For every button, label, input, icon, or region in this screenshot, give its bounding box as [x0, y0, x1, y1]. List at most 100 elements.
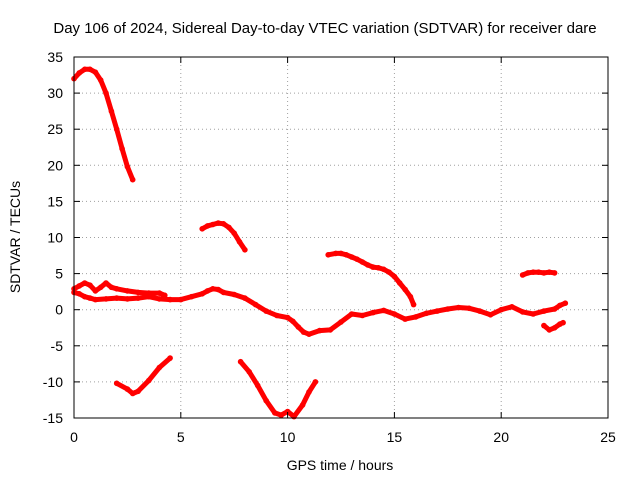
- data-point: [295, 324, 302, 330]
- data-point: [498, 306, 505, 313]
- data-point: [220, 289, 227, 296]
- x-axis-label: GPS time / hours: [287, 457, 394, 473]
- data-point: [290, 318, 296, 325]
- data-point: [316, 327, 323, 334]
- data-point: [263, 308, 270, 314]
- data-point: [551, 306, 558, 312]
- data-point: [92, 288, 99, 294]
- data-point: [530, 311, 536, 317]
- y-tick-label: 5: [55, 266, 63, 282]
- data-point: [76, 283, 83, 289]
- data-point: [97, 284, 104, 291]
- series-arc-2: [113, 355, 173, 397]
- x-tick-label: 10: [280, 429, 296, 445]
- data-point: [519, 309, 526, 315]
- data-point: [278, 412, 285, 418]
- data-point: [338, 319, 344, 325]
- chart-title: Day 106 of 2024, Sidereal Day-to-day VTE…: [53, 20, 596, 37]
- data-point: [204, 223, 211, 229]
- data-point: [113, 295, 120, 301]
- data-point: [306, 331, 312, 338]
- data-point: [113, 286, 120, 292]
- data-point: [87, 295, 93, 301]
- data-point: [530, 269, 536, 276]
- data-point: [167, 355, 173, 361]
- data-point: [396, 280, 403, 286]
- data-point: [410, 301, 417, 308]
- data-point: [348, 311, 355, 317]
- y-tick-label: 15: [47, 193, 63, 209]
- data-point: [370, 264, 376, 270]
- data-point: [487, 312, 494, 318]
- data-point: [124, 296, 131, 302]
- series-arc-6: [519, 269, 558, 278]
- x-tick-label: 20: [493, 429, 509, 445]
- data-point: [455, 304, 462, 311]
- y-tick-label: 35: [47, 49, 63, 65]
- series-arc-3: [199, 220, 248, 253]
- data-point: [226, 224, 232, 231]
- x-tick-label: 25: [600, 429, 616, 445]
- data-point: [327, 327, 334, 333]
- data-point: [124, 386, 131, 392]
- data-point: [272, 410, 278, 416]
- data-point: [215, 286, 221, 293]
- data-point: [236, 239, 243, 245]
- data-point: [535, 269, 542, 276]
- data-point: [135, 289, 141, 296]
- series-arc-7: [541, 319, 566, 333]
- data-point: [113, 380, 120, 387]
- data-point: [312, 379, 319, 385]
- y-tick-label: 30: [47, 85, 63, 101]
- y-axis-label: SDTVAR / TECUs: [7, 181, 23, 293]
- data-point: [407, 293, 414, 300]
- x-tick-label: 0: [70, 429, 78, 445]
- data-point: [76, 70, 83, 76]
- series-arc-5: [325, 250, 417, 308]
- data-point: [124, 163, 131, 170]
- data-point: [220, 221, 227, 227]
- data-point: [560, 319, 566, 326]
- data-point: [391, 311, 398, 317]
- data-point: [146, 377, 152, 384]
- data-point: [87, 282, 93, 289]
- data-point: [76, 291, 83, 297]
- y-tick-label: 20: [47, 157, 63, 173]
- data-point: [423, 310, 430, 317]
- data-point: [242, 295, 248, 301]
- data-point: [332, 250, 339, 257]
- data-point: [188, 293, 195, 300]
- data-point: [92, 69, 99, 75]
- data-point: [156, 296, 163, 302]
- data-point: [92, 296, 99, 303]
- data-point: [284, 314, 291, 321]
- data-point: [254, 382, 261, 389]
- data-point: [231, 230, 237, 236]
- data-point: [284, 408, 291, 415]
- data-point: [113, 126, 120, 132]
- data-point: [359, 312, 366, 319]
- series-arc-1: [71, 66, 136, 183]
- data-point: [252, 301, 259, 308]
- data-point: [386, 269, 392, 276]
- data-point: [509, 304, 515, 310]
- data-point: [97, 77, 104, 83]
- data-point: [87, 66, 93, 73]
- data-point: [557, 302, 563, 309]
- data-point: [380, 307, 387, 314]
- data-point: [370, 309, 376, 316]
- y-tick-label: 25: [47, 121, 63, 137]
- data-point: [546, 269, 553, 276]
- data-point: [477, 308, 483, 314]
- y-tick-label: 10: [47, 230, 63, 246]
- data-point: [103, 90, 109, 96]
- data-point: [375, 265, 382, 271]
- data-point: [215, 220, 221, 226]
- data-point: [119, 145, 125, 152]
- data-point: [306, 389, 312, 395]
- data-point: [348, 254, 355, 260]
- data-point: [380, 266, 387, 273]
- data-point: [300, 329, 307, 335]
